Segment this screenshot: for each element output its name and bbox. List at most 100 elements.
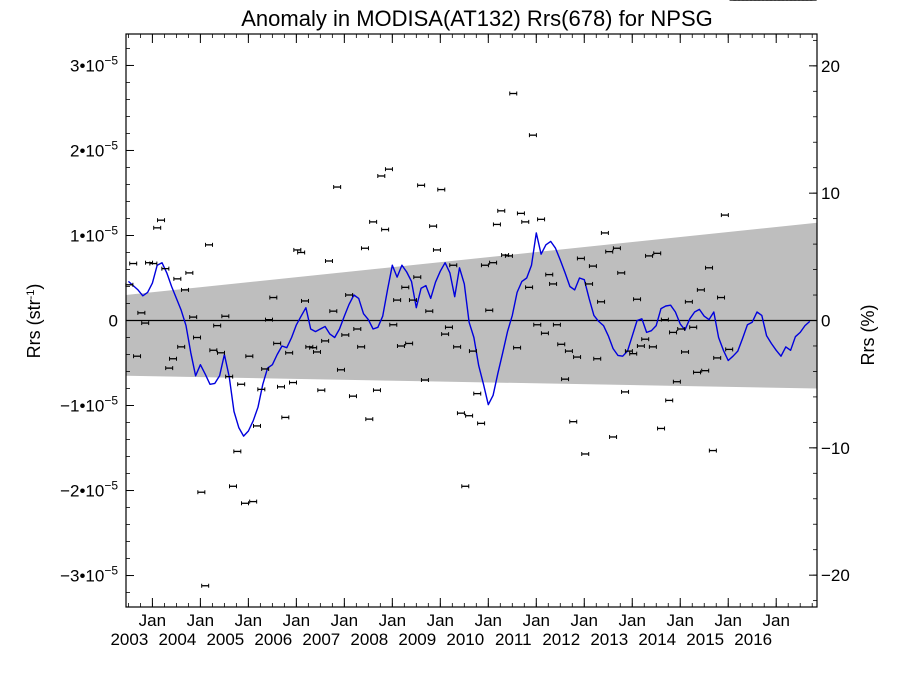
data-point — [129, 261, 138, 266]
data-point — [197, 490, 206, 495]
data-point — [345, 292, 354, 297]
data-point — [389, 322, 398, 327]
data-point — [593, 356, 602, 361]
data-point — [461, 484, 470, 489]
data-point — [360, 246, 369, 251]
data-point — [261, 366, 270, 371]
data-point — [665, 398, 674, 403]
data-point — [229, 484, 238, 489]
data-point — [509, 91, 518, 96]
data-point — [473, 391, 482, 396]
data-point — [241, 501, 250, 506]
data-point — [713, 355, 722, 360]
data-point — [269, 295, 278, 300]
chart-title: Anomaly in MODISA(AT132) Rrs(678) for NP… — [241, 6, 713, 31]
data-point — [193, 335, 202, 340]
y-tick-label: 1•10−5 — [70, 223, 118, 245]
data-point — [441, 332, 450, 337]
data-point — [533, 322, 542, 327]
data-point — [141, 321, 150, 326]
data-point — [468, 349, 477, 354]
data-point — [357, 344, 366, 349]
data-point — [521, 219, 530, 224]
data-point — [528, 133, 537, 138]
data-point — [564, 349, 573, 354]
data-point — [689, 325, 698, 330]
data-point — [444, 325, 453, 330]
data-point — [624, 349, 633, 354]
data-point — [497, 208, 506, 213]
data-point — [329, 309, 338, 314]
data-point — [225, 374, 234, 379]
data-point — [545, 272, 554, 277]
data-point — [333, 185, 342, 190]
data-point — [605, 249, 614, 254]
data-point — [453, 344, 462, 349]
data-point — [249, 499, 258, 504]
data-point — [696, 287, 705, 292]
data-point — [372, 388, 381, 393]
data-point — [657, 426, 666, 431]
data-point — [245, 354, 254, 359]
data-point — [573, 355, 582, 360]
data-point — [485, 308, 494, 313]
data-point — [293, 247, 302, 252]
data-point — [288, 380, 297, 385]
data-point — [408, 298, 417, 303]
data-point — [253, 423, 262, 428]
y2-axis-label: Rrs (%) — [858, 305, 878, 366]
y2-tick-label: 20 — [821, 57, 840, 76]
data-point — [693, 370, 702, 375]
data-point — [612, 246, 621, 251]
x-tick-year-label: 2012 — [542, 630, 580, 649]
data-point — [672, 379, 681, 384]
data-point — [185, 270, 194, 275]
x-tick-month-label: Jan — [763, 611, 790, 630]
y-axis-label: Rrs (str-1) — [24, 284, 44, 359]
data-point — [557, 342, 566, 347]
data-point — [437, 187, 446, 192]
data-point — [456, 411, 465, 416]
data-point — [720, 213, 729, 218]
x-tick-month-label: Jan — [427, 611, 454, 630]
data-point — [516, 211, 525, 216]
data-point — [540, 331, 549, 336]
tick-layer: 3•10−5 2•10−5 1•10−5 0 −1•10−5 −2•10−5 −3•10−5… — [60, 34, 850, 649]
data-points-layer — [125, 0, 817, 588]
data-point — [576, 256, 585, 261]
y-tick-label: 0 — [109, 312, 118, 331]
data-point — [417, 183, 426, 188]
data-point — [597, 299, 606, 304]
data-point — [569, 419, 578, 424]
x-tick-month-label: Jan — [667, 611, 694, 630]
data-point — [233, 449, 242, 454]
x-tick-month-label: Jan — [139, 611, 166, 630]
x-tick-year-label: 2013 — [590, 630, 628, 649]
x-tick-month-label: Jan — [619, 611, 646, 630]
data-point — [165, 366, 174, 371]
data-point — [321, 338, 330, 343]
x-tick-year-label: 2005 — [206, 630, 244, 649]
data-point — [401, 285, 410, 290]
data-point — [660, 317, 669, 322]
trend-band — [126, 222, 817, 389]
data-point — [348, 394, 357, 399]
data-point — [381, 227, 390, 232]
data-point — [653, 251, 662, 256]
data-point — [708, 448, 717, 453]
data-point — [181, 287, 190, 292]
data-point — [645, 253, 654, 258]
data-point — [585, 281, 594, 286]
x-tick-month-label: Jan — [715, 611, 742, 630]
y2-tick-label: 10 — [821, 184, 840, 203]
data-point — [217, 350, 226, 355]
x-tick-month-label: Jan — [571, 611, 598, 630]
x-tick-year-label: 2011 — [495, 630, 532, 649]
x-tick-year-label: 2010 — [446, 630, 484, 649]
x-tick-month-label: Jan — [475, 611, 502, 630]
data-point — [537, 217, 546, 222]
x-tick-month-label: Jan — [523, 611, 550, 630]
data-point — [581, 451, 590, 456]
data-point — [429, 224, 438, 229]
